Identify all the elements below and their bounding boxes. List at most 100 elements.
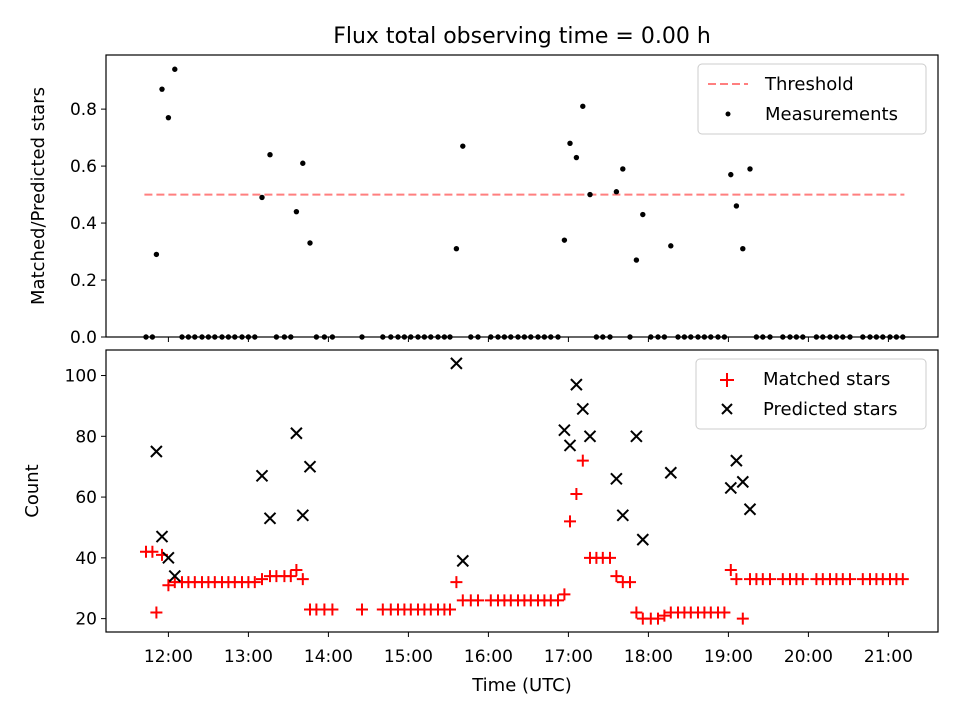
measurement-point bbox=[600, 334, 606, 340]
y-tick-label: 0.8 bbox=[70, 100, 97, 120]
y-tick-label: 0.6 bbox=[70, 157, 97, 177]
measurement-point bbox=[388, 334, 394, 340]
measurement-point bbox=[293, 208, 300, 215]
measurement-point bbox=[300, 160, 306, 166]
x-tick-label: 12:00 bbox=[144, 647, 193, 667]
measurement-point bbox=[528, 334, 534, 340]
x-tick-label: 16:00 bbox=[464, 647, 513, 667]
count-legend-box bbox=[695, 358, 927, 430]
predicted-stars-point bbox=[150, 445, 163, 458]
predicted-stars-point bbox=[263, 512, 277, 525]
legend-threshold-label: Threshold bbox=[764, 74, 854, 95]
measurement-point bbox=[267, 151, 273, 158]
chart-title: Flux total observing time = 0.00 h bbox=[333, 24, 711, 49]
matched-stars-point bbox=[896, 573, 909, 586]
measurement-point bbox=[813, 334, 820, 340]
legend-matched-label: Matched stars bbox=[763, 369, 890, 390]
measurement-point bbox=[395, 334, 401, 340]
matched-stars-point bbox=[718, 606, 731, 619]
measurement-point bbox=[468, 334, 474, 340]
predicted-stars-point bbox=[290, 427, 303, 440]
measurement-point bbox=[701, 334, 708, 340]
matched-stars-point bbox=[290, 564, 303, 577]
predicted-stars-point bbox=[610, 472, 623, 486]
measurement-point bbox=[721, 334, 728, 340]
measurement-point bbox=[288, 334, 294, 340]
measurement-point bbox=[143, 334, 149, 340]
measurement-point bbox=[873, 334, 880, 340]
matched-stars-point bbox=[570, 488, 583, 501]
x-tick-label: 18:00 bbox=[624, 647, 673, 667]
measurement-point bbox=[555, 334, 561, 340]
measurement-point bbox=[648, 334, 654, 340]
matched-stars-point bbox=[256, 573, 268, 586]
x-tick-label: 21:00 bbox=[864, 647, 913, 667]
measurement-point bbox=[205, 334, 212, 340]
measurement-point bbox=[273, 334, 280, 340]
matched-stars-point bbox=[658, 609, 671, 622]
measurement-point bbox=[453, 245, 460, 252]
legend-x-marker-icon bbox=[721, 403, 733, 415]
measurement-point bbox=[460, 143, 466, 149]
y-tick-label: 20 bbox=[75, 610, 97, 630]
measurement-point bbox=[760, 334, 766, 340]
measurement-point bbox=[627, 334, 633, 340]
measurement-point bbox=[593, 334, 600, 340]
matched-stars-point bbox=[564, 515, 576, 528]
measurement-point bbox=[573, 154, 580, 161]
measurement-point bbox=[613, 189, 620, 195]
measurement-point bbox=[787, 334, 793, 340]
count-y-axis-label: Count bbox=[22, 464, 43, 517]
predicted-stars-point bbox=[162, 551, 175, 565]
y-tick-label: 0.4 bbox=[70, 214, 97, 234]
measurement-point bbox=[185, 334, 192, 340]
matched-stars-point bbox=[150, 606, 163, 619]
measurement-point bbox=[733, 203, 740, 209]
matched-stars-point bbox=[162, 579, 175, 592]
predicted-stars-point bbox=[456, 554, 470, 568]
measurement-point bbox=[840, 334, 846, 340]
matched-stars-point bbox=[730, 573, 743, 586]
ratio-legend-box bbox=[697, 63, 927, 135]
measurement-point bbox=[415, 334, 421, 340]
measurement-point bbox=[239, 334, 245, 340]
measurement-point bbox=[508, 334, 514, 340]
measurement-point bbox=[281, 334, 288, 340]
measurement-point bbox=[780, 334, 786, 340]
x-tick-label: 13:00 bbox=[224, 647, 273, 667]
measurement-point bbox=[307, 240, 313, 246]
matched-stars-point bbox=[284, 570, 297, 583]
measurement-point bbox=[620, 166, 626, 172]
ratio-y-axis-label: Matched/Predicted stars bbox=[28, 87, 49, 305]
matched-stars-point bbox=[764, 573, 776, 586]
count-panel: 20 40 60 80 100 12:00 13:00 14:00 15:00 16:00 17:0… bbox=[22, 349, 939, 696]
matched-stars-point bbox=[296, 573, 309, 586]
measurement-point bbox=[535, 334, 541, 340]
predicted-stars-point bbox=[296, 509, 310, 522]
predicted-stars-point bbox=[563, 439, 577, 452]
measurement-point bbox=[313, 334, 320, 340]
measurement-point bbox=[668, 243, 674, 249]
measurement-point bbox=[640, 211, 646, 218]
measurement-point bbox=[401, 334, 408, 340]
measurement-point bbox=[675, 334, 681, 340]
predicted-stars-point bbox=[724, 481, 738, 495]
x-tick-label: 17:00 bbox=[544, 647, 593, 667]
measurement-point bbox=[767, 334, 773, 340]
predicted-stars-point bbox=[168, 569, 182, 583]
measurement-point bbox=[728, 171, 734, 178]
matched-stars-point bbox=[652, 612, 664, 625]
measurement-point bbox=[708, 334, 714, 340]
measurement-point bbox=[212, 334, 218, 340]
measurement-point bbox=[259, 194, 265, 201]
predicted-stars-point bbox=[558, 424, 571, 437]
measurement-point bbox=[740, 245, 746, 252]
measurement-point bbox=[893, 334, 900, 340]
measurement-point bbox=[199, 334, 205, 340]
y-tick-label: 0.2 bbox=[70, 271, 97, 291]
measurement-point bbox=[548, 334, 554, 340]
measurement-point bbox=[833, 334, 840, 340]
measurement-point bbox=[252, 334, 258, 340]
measurement-point bbox=[501, 334, 508, 340]
